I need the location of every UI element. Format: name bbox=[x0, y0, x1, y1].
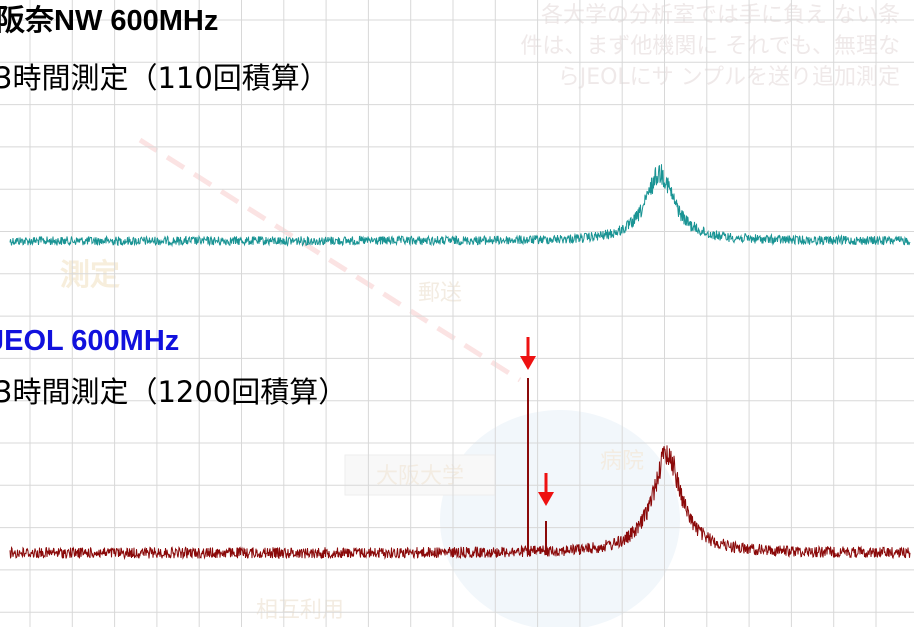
spectra-figure: 大阪大学 病院 郵送 相互利用 測定 各大学の分析室では手に負え ない条件は、ま… bbox=[0, 0, 914, 627]
spectrum-subtitle: 3時間測定（1200回積算） bbox=[0, 375, 347, 409]
bg-measure: 測定 bbox=[60, 258, 120, 293]
page: 大阪大学 病院 郵送 相互利用 測定 各大学の分析室では手に負え ない条件は、ま… bbox=[0, 0, 914, 627]
bg-mutual: 相互利用 bbox=[256, 598, 344, 623]
bg-mail: 郵送 bbox=[418, 281, 462, 306]
spectrum-subtitle: 3時間測定（110回積算） bbox=[0, 61, 329, 95]
spectrum-title: JEOL 600MHz bbox=[0, 325, 179, 357]
bg-note: 各大学の分析室では手に負え ない条件は、まず他機関に それでも、無理ならJEOL… bbox=[520, 0, 910, 93]
spectrum-title: 阪奈NW 600MHz bbox=[0, 4, 218, 37]
